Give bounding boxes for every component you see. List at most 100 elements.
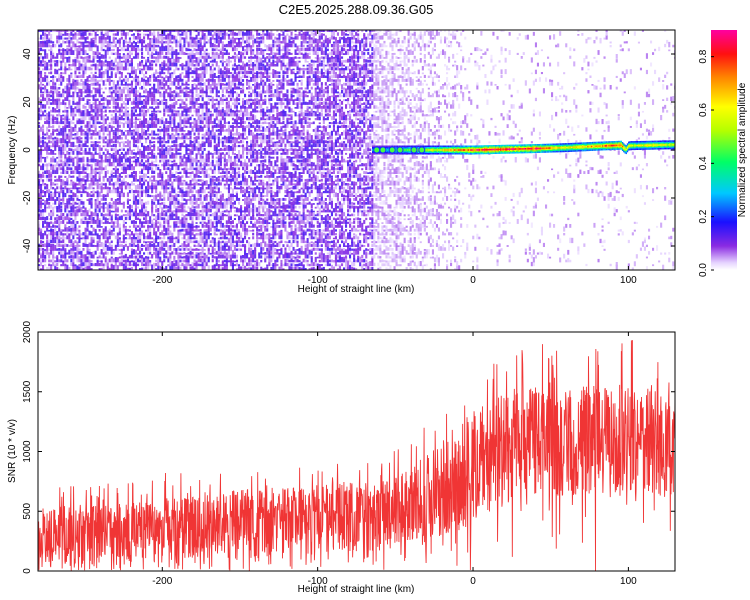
noise-cell xyxy=(64,181,67,186)
noise-cell xyxy=(215,89,218,94)
noise-cell xyxy=(66,252,69,255)
noise-cell xyxy=(94,44,97,48)
noise-cell xyxy=(227,136,230,140)
noise-cell xyxy=(195,197,198,201)
noise-cell xyxy=(209,240,212,244)
noise-cell xyxy=(42,57,45,63)
noise-cell xyxy=(124,185,127,190)
noise-cell xyxy=(122,169,125,174)
noise-cell xyxy=(78,225,81,228)
noise-cell xyxy=(139,154,142,159)
noise-cell xyxy=(155,164,158,167)
noise-cell xyxy=(68,41,71,48)
noise-cell xyxy=(120,141,123,144)
noise-cell xyxy=(94,35,97,40)
noise-cell xyxy=(238,66,241,71)
noise-cell xyxy=(82,91,85,94)
noise-cell xyxy=(68,187,71,190)
noise-cell xyxy=(167,174,170,178)
noise-cell xyxy=(106,236,109,240)
noise-cell xyxy=(122,178,125,182)
noise-cell xyxy=(112,205,115,209)
noise-cell xyxy=(211,161,214,167)
noise-cell xyxy=(124,265,127,270)
noise-cell xyxy=(54,86,57,90)
noise-cell xyxy=(48,221,51,224)
noise-cell xyxy=(64,126,67,132)
noise-cell xyxy=(72,223,75,228)
noise-cell xyxy=(82,232,85,236)
noise-cell xyxy=(231,253,234,259)
noise-cell xyxy=(110,73,113,78)
noise-cell xyxy=(229,207,232,213)
noise-cell xyxy=(223,259,226,263)
noise-cell xyxy=(44,109,47,113)
noise-cell xyxy=(171,261,174,267)
noise-cell xyxy=(195,245,198,247)
noise-cell xyxy=(74,74,77,78)
noise-cell xyxy=(191,190,194,194)
noise-cell xyxy=(183,247,186,251)
noise-cell xyxy=(128,90,131,94)
noise-cell xyxy=(227,145,230,148)
noise-cell xyxy=(161,172,164,174)
noise-cell xyxy=(42,30,45,32)
noise-cell xyxy=(238,98,241,101)
noise-cell xyxy=(80,79,83,82)
noise-cell xyxy=(50,30,53,32)
noise-cell xyxy=(201,45,204,48)
noise-cell xyxy=(60,66,63,71)
noise-cell xyxy=(82,210,85,213)
noise-cell xyxy=(215,207,218,213)
noise-cell xyxy=(98,153,101,159)
noise-cell xyxy=(90,252,93,255)
noise-cell xyxy=(165,45,168,48)
noise-cell xyxy=(118,135,121,140)
noise-cell xyxy=(46,169,49,174)
noise-cell xyxy=(130,132,133,136)
noise-cell xyxy=(165,242,168,247)
noise-cell xyxy=(80,152,83,155)
noise-cell xyxy=(213,225,216,228)
noise-cell xyxy=(70,212,73,217)
noise-cell xyxy=(122,204,125,209)
noise-cell xyxy=(100,125,103,128)
noise-cell xyxy=(240,65,243,71)
noise-cell xyxy=(151,44,154,48)
noise-cell xyxy=(104,243,107,247)
noise-cell xyxy=(187,107,190,113)
noise-cell xyxy=(171,251,174,255)
noise-cell xyxy=(120,122,123,125)
noise-cell xyxy=(227,237,230,244)
noise-cell xyxy=(187,171,190,174)
noise-cell xyxy=(54,199,57,201)
noise-cell xyxy=(223,174,226,178)
noise-cell xyxy=(124,94,127,98)
noise-cell xyxy=(197,37,200,40)
noise-cell xyxy=(197,229,200,232)
noise-cell xyxy=(235,64,238,71)
noise-cell xyxy=(238,56,241,59)
noise-cell xyxy=(207,244,210,247)
noise-cell xyxy=(50,126,53,128)
noise-cell xyxy=(183,179,186,182)
noise-cell xyxy=(68,174,71,178)
noise-cell xyxy=(229,39,232,44)
noise-cell xyxy=(240,140,243,144)
noise-cell xyxy=(238,244,241,247)
noise-cell xyxy=(189,89,192,94)
noise-cell xyxy=(102,80,105,86)
noise-cell xyxy=(38,181,41,186)
noise-cell xyxy=(231,92,234,98)
noise-cell xyxy=(114,43,117,48)
noise-cell xyxy=(58,200,61,205)
noise-cell xyxy=(231,196,234,201)
noise-cell xyxy=(64,124,67,128)
noise-cell xyxy=(98,238,101,244)
noise-cell xyxy=(153,137,156,140)
noise-cell xyxy=(110,249,113,255)
noise-cell xyxy=(88,208,91,213)
noise-cell xyxy=(122,153,125,159)
noise-cell xyxy=(211,78,214,82)
noise-cell xyxy=(187,48,190,52)
